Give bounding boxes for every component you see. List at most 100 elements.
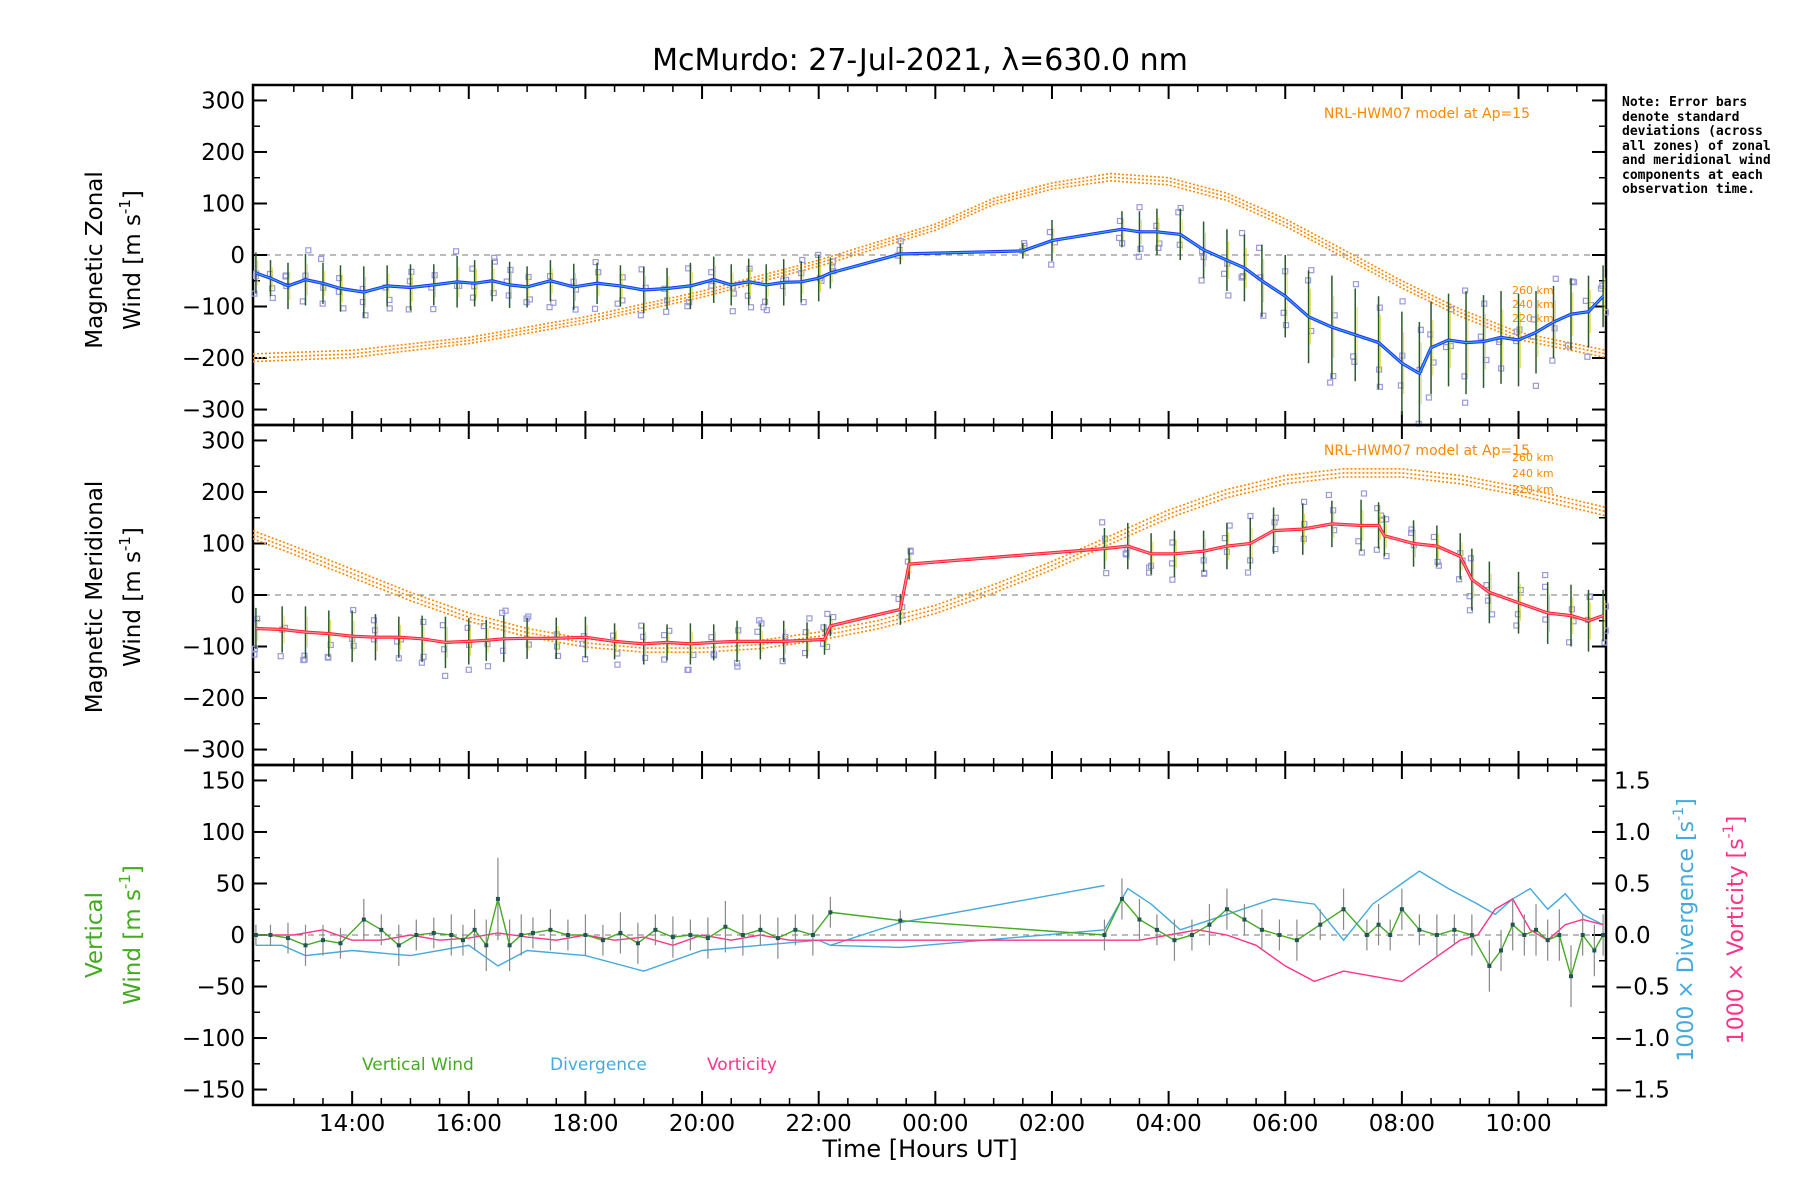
- vertical-wind-point: [1341, 907, 1346, 912]
- zone-point: [1430, 533, 1437, 541]
- vertical-wind-point: [758, 927, 763, 932]
- zonal-ylabel-line1: Magnetic Zonal: [82, 171, 108, 349]
- vertical-wind-point: [548, 927, 553, 932]
- xtick-label: 08:00: [1369, 1111, 1435, 1137]
- zone-point: [1552, 275, 1559, 282]
- vertical-wind-point: [1452, 927, 1457, 932]
- vertical-wind-point: [1434, 933, 1439, 937]
- meridional-model-height-260: 260 km: [1512, 451, 1554, 464]
- zone-point: [484, 663, 492, 670]
- vertical-wind-point: [793, 927, 798, 932]
- zone-point: [1136, 204, 1143, 211]
- zone-point: [420, 618, 427, 626]
- zone-point: [550, 299, 557, 306]
- vertical-wind-point: [670, 935, 675, 940]
- vertical-wind-point: [361, 917, 366, 922]
- vertical-wind-point: [1534, 927, 1539, 932]
- vertical-wind-point: [688, 933, 693, 937]
- zone-point: [1327, 379, 1334, 386]
- meridional-ylabel-close: ]: [120, 527, 146, 536]
- zone-point: [405, 306, 412, 313]
- zone-point: [1568, 606, 1575, 613]
- vertical-wind-point: [1592, 948, 1597, 953]
- zone-point: [1399, 298, 1406, 305]
- ytick-label: 300: [201, 428, 245, 454]
- model-curve-220km: [252, 179, 1607, 363]
- model-curve-240km: [252, 176, 1607, 359]
- vertical-wind-point: [1510, 922, 1515, 927]
- zone-point: [1462, 287, 1469, 294]
- zone-point: [1455, 576, 1463, 583]
- vertical-wind-point: [1580, 933, 1585, 937]
- zone-point: [442, 672, 449, 679]
- y2tick-label: 0.0: [1614, 923, 1651, 949]
- meridional-ylabel-line2: Wind [m s-1]: [116, 527, 146, 667]
- zone-point: [1021, 240, 1028, 247]
- x-axis-label: Time [Hours UT]: [821, 1135, 1017, 1163]
- zone-point: [465, 666, 472, 673]
- zonal-ylabel-close: ]: [120, 190, 146, 199]
- vertical-wind-point: [1189, 933, 1194, 937]
- zone-point: [898, 612, 905, 619]
- vorticity-ylabel: 1000 × Vorticity [s-1]: [1721, 816, 1749, 1044]
- y2tick-label: −1.5: [1614, 1078, 1670, 1104]
- zone-point: [779, 658, 786, 665]
- vertical-wind-point: [1318, 922, 1323, 927]
- vertical-wind-point: [1469, 933, 1474, 937]
- zone-point: [1351, 358, 1358, 365]
- zone-point: [1048, 261, 1055, 268]
- zone-point: [690, 651, 697, 659]
- figure-title: McMurdo: 27-Jul-2021, λ=630.0 nm: [652, 43, 1188, 78]
- ytick-label: 100: [201, 820, 245, 846]
- zone-point: [744, 292, 751, 299]
- zone-point: [1244, 569, 1252, 576]
- zone-point: [359, 298, 367, 306]
- xtick-label: 22:00: [786, 1111, 852, 1137]
- xtick-label: 04:00: [1135, 1111, 1201, 1137]
- vertical-wind-point: [1364, 933, 1369, 937]
- zone-point: [1135, 253, 1142, 260]
- zone-point: [499, 609, 506, 616]
- ytick-label: 200: [201, 480, 245, 506]
- vertical-wind-point: [460, 938, 465, 943]
- zone-point: [735, 627, 742, 634]
- zonal-ylabel-wind: Wind: [120, 272, 146, 330]
- zone-point: [1239, 273, 1246, 280]
- meridional-wind-panel: −300 −200 −100 0 100 200 300: [182, 423, 1609, 767]
- y2tick-label: 1.0: [1614, 820, 1651, 846]
- zone-point: [340, 305, 347, 312]
- zone-point: [1115, 234, 1123, 242]
- vertical-wind-point: [1242, 917, 1247, 922]
- vertical-ylabel: Vertical Wind [m s-1]: [82, 865, 146, 1005]
- ytick-label: −100: [182, 1026, 245, 1052]
- zone-point: [1352, 281, 1360, 288]
- zone-point: [1238, 229, 1246, 237]
- ytick-label: −300: [182, 398, 245, 424]
- vorticity-ylabel-text: 1000 × Vorticity [s-1]: [1721, 816, 1749, 1044]
- zone-point: [1272, 545, 1279, 553]
- zone-point: [1255, 244, 1263, 251]
- divergence-ylabel-close: ]: [1674, 798, 1699, 807]
- y2tick-label: 0.5: [1614, 871, 1651, 897]
- zonal-ylabel-exp: -1: [116, 199, 134, 214]
- zone-point: [747, 304, 755, 311]
- zone-point: [1376, 304, 1383, 311]
- zone-point: [469, 294, 477, 301]
- vertical-ylabel-units: [m s: [120, 889, 146, 940]
- meridional-model-label: NRL-HWM07 model at Ap=15: [1324, 443, 1530, 459]
- zonal-model-heights: 260 km 240 km 220 km: [1512, 284, 1554, 325]
- zone-point: [1137, 245, 1144, 252]
- zone-point: [595, 269, 602, 276]
- xtick-label: 16:00: [436, 1111, 502, 1137]
- ytick-label: 0: [230, 243, 245, 269]
- vertical-wind-point: [1487, 963, 1492, 968]
- zone-point: [1355, 538, 1362, 545]
- vorticity-ylabel-exp: -1: [1721, 824, 1737, 838]
- ytick-label: −200: [182, 346, 245, 372]
- zone-point: [761, 298, 769, 305]
- vertical-wind-point: [705, 936, 710, 941]
- zone-point: [1123, 551, 1130, 558]
- vertical-wind-point: [414, 933, 419, 937]
- zone-point: [1549, 357, 1556, 364]
- zone-point: [729, 308, 736, 315]
